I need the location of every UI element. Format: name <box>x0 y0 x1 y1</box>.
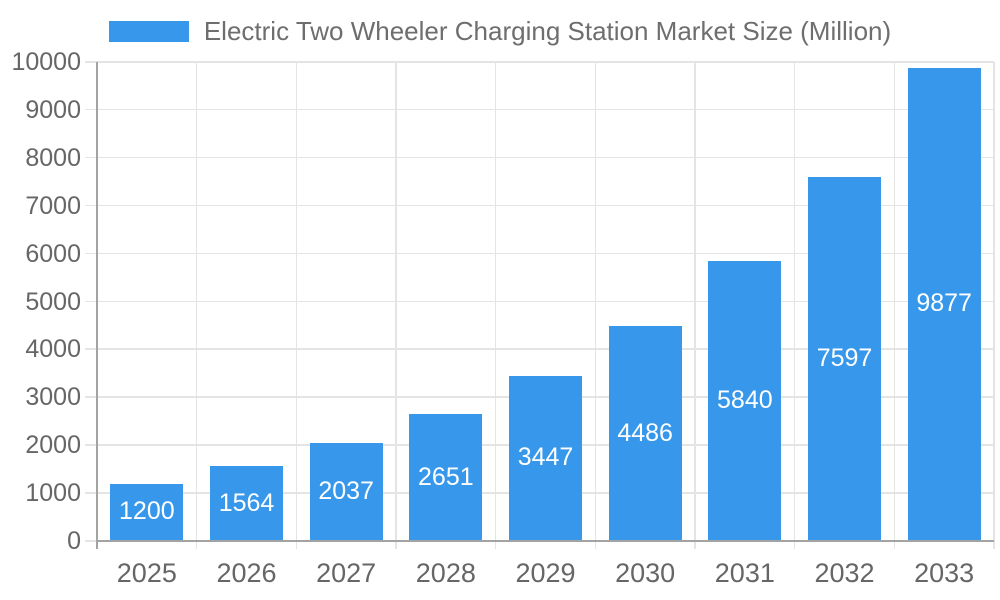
x-tick-label: 2025 <box>116 558 177 588</box>
gridline-vertical <box>395 62 397 549</box>
y-axis-tick <box>85 540 97 542</box>
gridline-vertical <box>893 62 896 549</box>
y-tick-label: 3000 <box>25 383 81 412</box>
bar-value-label: 1200 <box>119 497 175 526</box>
gridline-horizontal <box>85 348 994 350</box>
gridline-vertical <box>594 62 597 549</box>
bar-value-label: 4486 <box>617 418 673 447</box>
gridline-horizontal <box>85 61 994 63</box>
y-tick-label: 6000 <box>25 239 81 268</box>
bar-2026[interactable]: 1564 <box>210 466 283 540</box>
gridline-vertical <box>195 62 198 549</box>
y-axis-line <box>96 62 98 549</box>
gridline-vertical <box>295 62 298 549</box>
y-tick-label: 10000 <box>11 48 81 76</box>
x-tick-label: 2028 <box>415 558 476 588</box>
gridline-vertical <box>694 62 696 549</box>
x-tick-label: 2029 <box>515 558 576 588</box>
gridline-horizontal <box>85 300 994 302</box>
bar-value-label: 5840 <box>717 386 773 415</box>
bar-value-label: 7597 <box>816 344 873 373</box>
y-tick-label: 2000 <box>25 431 81 460</box>
x-tick-label: 2027 <box>316 558 377 588</box>
gridline-vertical <box>793 62 796 549</box>
x-tick-label: 2030 <box>615 558 676 588</box>
y-tick-label: 1000 <box>25 479 81 508</box>
x-tick-label: 2032 <box>814 558 875 588</box>
bar-value-label: 3447 <box>517 443 574 472</box>
gridline-horizontal <box>85 108 994 111</box>
bar-2029[interactable]: 3447 <box>509 375 582 540</box>
bar-value-label: 2651 <box>418 462 474 491</box>
bar-2031[interactable]: 5840 <box>708 261 782 540</box>
y-tick-label: 0 <box>67 527 81 555</box>
gridline-vertical <box>494 62 497 549</box>
bar-2032[interactable]: 7597 <box>808 177 881 540</box>
legend-swatch <box>108 20 189 42</box>
bar-2033[interactable]: 9877 <box>907 67 981 540</box>
y-tick-label: 9000 <box>25 95 81 124</box>
bar-value-label: 9877 <box>916 289 972 318</box>
x-axis-line <box>97 540 994 542</box>
bar-2028[interactable]: 2651 <box>409 414 483 540</box>
gridline-vertical <box>993 62 995 549</box>
x-tick-label: 2033 <box>914 558 975 588</box>
gridline-horizontal <box>85 252 994 255</box>
x-tick-label: 2031 <box>714 558 775 588</box>
legend[interactable]: Electric Two Wheeler Charging Station Ma… <box>0 17 1000 45</box>
bar-2027[interactable]: 2037 <box>309 443 383 540</box>
legend-label: Electric Two Wheeler Charging Station Ma… <box>203 16 892 46</box>
y-tick-label: 7000 <box>25 191 81 220</box>
gridline-horizontal <box>85 204 994 207</box>
bar-2025[interactable]: 1200 <box>110 483 184 540</box>
bar-2030[interactable]: 4486 <box>608 326 682 540</box>
x-tick-label: 2026 <box>216 558 277 588</box>
y-tick-label: 4000 <box>25 335 81 364</box>
y-tick-label: 5000 <box>25 287 81 316</box>
bar-value-label: 1564 <box>218 488 275 517</box>
y-tick-label: 8000 <box>25 143 81 172</box>
gridline-horizontal <box>85 156 994 159</box>
bar-value-label: 2037 <box>318 477 374 506</box>
